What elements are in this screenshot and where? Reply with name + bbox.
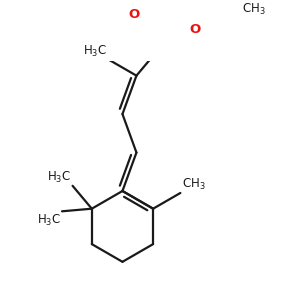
Text: CH$_3$: CH$_3$ (182, 177, 206, 192)
Text: H$_3$C: H$_3$C (37, 212, 61, 228)
Text: CH$_3$: CH$_3$ (242, 2, 266, 17)
Text: O: O (128, 8, 139, 21)
Text: O: O (189, 23, 201, 37)
Text: H$_3$C: H$_3$C (47, 169, 71, 184)
Text: H$_3$C: H$_3$C (83, 44, 107, 59)
